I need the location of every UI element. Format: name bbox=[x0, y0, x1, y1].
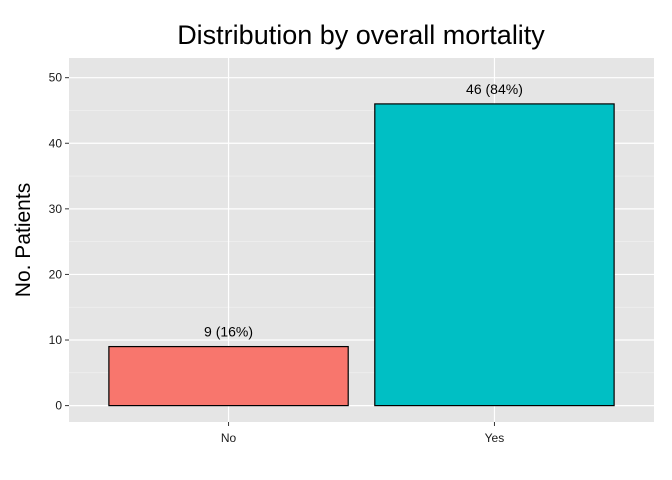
data-labels: 9 (16%) 46 (84%) bbox=[204, 81, 523, 340]
bar bbox=[374, 103, 615, 407]
y-tick-label: 40 bbox=[49, 136, 63, 150]
y-tick-label: 50 bbox=[49, 71, 63, 85]
x-axis: No Yes bbox=[221, 422, 504, 445]
bars bbox=[108, 103, 615, 407]
x-tick-label: Yes bbox=[485, 431, 505, 445]
x-tick-label: No bbox=[221, 431, 237, 445]
y-tick-label: 30 bbox=[49, 202, 63, 216]
bar bbox=[108, 345, 349, 407]
y-tick-label: 0 bbox=[55, 399, 62, 413]
data-label: 9 (16%) bbox=[204, 324, 253, 340]
y-tick-label: 10 bbox=[49, 333, 63, 347]
y-tick-label: 20 bbox=[49, 267, 63, 281]
y-axis: 0 10 20 30 40 50 bbox=[49, 71, 69, 413]
data-label: 46 (84%) bbox=[466, 81, 523, 97]
chart-title: Distribution by overall mortality bbox=[177, 20, 545, 50]
y-axis-label: No. Patients bbox=[12, 183, 35, 297]
